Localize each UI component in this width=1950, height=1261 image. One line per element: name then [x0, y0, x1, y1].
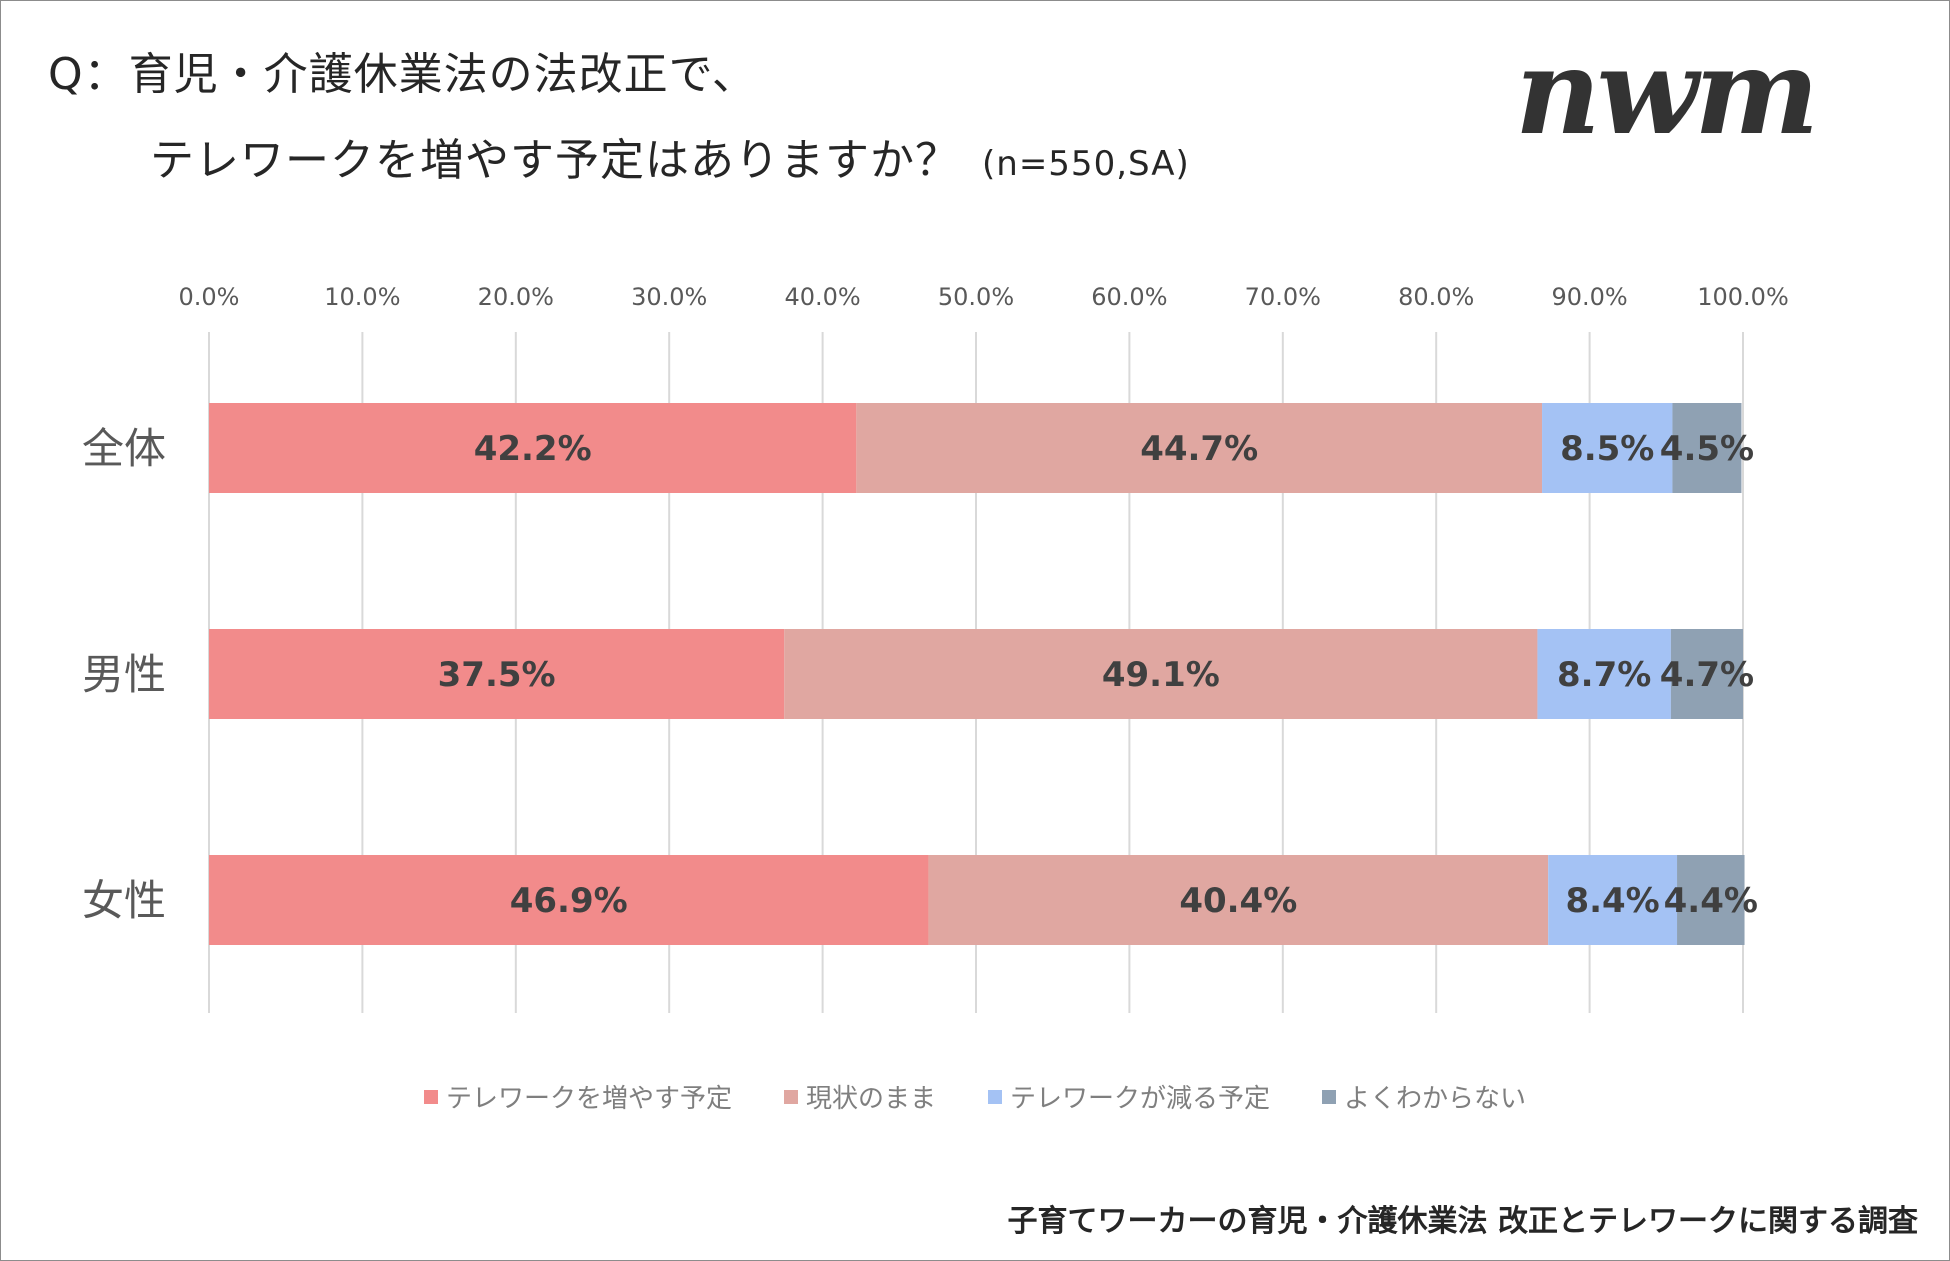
legend-item: よくわからない	[1322, 1078, 1526, 1115]
legend-label: テレワークが減る予定	[1010, 1084, 1271, 1114]
legend-item: テレワークが減る予定	[988, 1078, 1270, 1115]
stacked-bar-chart: 0.0% 10.0% 20.0% 30.0% 40.0% 50.0% 60.0% 70.0% 8…	[82, 283, 1789, 1013]
category-label: 全体	[82, 424, 166, 473]
bar-segment	[209, 403, 857, 493]
bar-segment	[209, 629, 785, 719]
x-tick-label: 10.0%	[324, 283, 400, 311]
brand-logo: nwm	[1515, 22, 1819, 161]
data-label: 4.5%	[1660, 429, 1754, 469]
legend-swatch	[423, 1089, 438, 1104]
chart-legend: テレワークを増やす予定 現状のまま テレワークが減る予定 よくわからない	[0, 1078, 1950, 1115]
data-label: 8.7%	[1557, 655, 1651, 695]
bar-segment	[784, 629, 1538, 719]
legend-item: 現状のまま	[783, 1078, 936, 1115]
bar-segment	[1542, 403, 1673, 493]
x-tick-label: 50.0%	[938, 283, 1014, 311]
legend-label: よくわからない	[1344, 1084, 1527, 1114]
data-label: 4.7%	[1660, 655, 1754, 695]
chart-title-line1: Q：育児・介護休業法の法改正で、	[48, 49, 757, 100]
data-label: 40.4%	[1179, 881, 1297, 921]
chart-title-line2: テレワークを増やす予定はありますか？ (n=550,SA)	[150, 124, 1190, 188]
legend-item: テレワークを増やす予定	[423, 1078, 732, 1115]
data-label: 44.7%	[1140, 429, 1258, 469]
legend-label: テレワークを増やす予定	[445, 1084, 732, 1114]
data-labels: 42.2% 44.7% 8.5% 4.5% 37.5% 49.1% 8.7% 4.7% 46.9…	[438, 429, 1758, 921]
bar-segment	[1670, 629, 1743, 719]
bar-segment	[1537, 629, 1671, 719]
x-tick-label: 70.0%	[1245, 283, 1321, 311]
x-tick-label: 20.0%	[478, 283, 554, 311]
bar-segments	[209, 403, 1745, 945]
category-label: 男性	[82, 650, 166, 699]
legend-swatch	[783, 1089, 798, 1104]
legend-swatch	[1322, 1089, 1337, 1104]
bar-segment	[928, 855, 1549, 945]
x-tick-label: 90.0%	[1551, 283, 1627, 311]
bar-segment	[1672, 403, 1742, 493]
x-tick-label: 0.0%	[179, 283, 240, 311]
data-label: 8.4%	[1565, 881, 1659, 921]
data-label: 49.1%	[1102, 655, 1220, 695]
bar-segment	[1677, 855, 1745, 945]
x-tick-label: 60.0%	[1091, 283, 1167, 311]
data-label: 4.4%	[1664, 881, 1758, 921]
x-tick-label: 100.0%	[1697, 283, 1789, 311]
legend-label: 現状のまま	[805, 1084, 936, 1114]
data-label: 37.5%	[438, 655, 556, 695]
x-tick-label: 80.0%	[1398, 283, 1474, 311]
survey-footer: 子育てワーカーの育児・介護休業法 改正とテレワークに関する調査	[1007, 1204, 1918, 1239]
legend-swatch	[988, 1089, 1002, 1104]
category-label: 女性	[82, 876, 166, 925]
x-tick-label: 40.0%	[784, 283, 860, 311]
data-label: 8.5%	[1560, 429, 1654, 469]
x-tick-label: 30.0%	[631, 283, 707, 311]
data-label: 46.9%	[510, 881, 628, 921]
sample-note: (n=550,SA)	[982, 144, 1190, 184]
data-label: 42.2%	[474, 429, 592, 469]
bar-segment	[1548, 855, 1678, 945]
x-axis-tick-labels: 0.0% 10.0% 20.0% 30.0% 40.0% 50.0% 60.0% 70.0% 8…	[179, 283, 1789, 311]
bar-segment	[856, 403, 1543, 493]
chart-title-question: テレワークを増やす予定はありますか？	[150, 135, 960, 186]
bar-segment	[209, 855, 929, 945]
